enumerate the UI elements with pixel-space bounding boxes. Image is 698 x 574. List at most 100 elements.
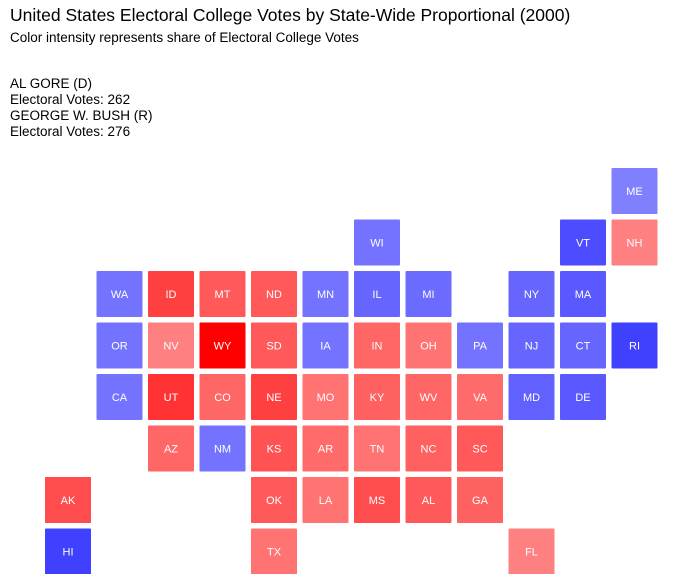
- legend-candidate-gore-name: AL GORE (D): [10, 76, 93, 91]
- state-tile-rect: [148, 374, 194, 420]
- state-tile-label: VA: [473, 392, 488, 404]
- legend-candidate-gore-votes: Electoral Votes: 262: [10, 92, 131, 107]
- state-tile-label: MD: [523, 392, 540, 404]
- state-tile-label: WI: [370, 238, 383, 250]
- state-tile-label: MO: [317, 392, 335, 404]
- state-tile-or: OR: [96, 322, 143, 369]
- state-tile-label: OH: [420, 341, 437, 353]
- state-tile-label: FL: [525, 547, 538, 559]
- state-tile-label: GA: [472, 495, 489, 507]
- state-tile-label: WY: [214, 341, 232, 353]
- state-tile-sc: SC: [457, 425, 503, 472]
- state-tile-tx: TX: [251, 528, 297, 574]
- state-tile-label: ND: [266, 289, 282, 301]
- state-tile-label: NH: [627, 238, 643, 250]
- state-tile-rect: [45, 528, 91, 574]
- state-tile-mt: MT: [199, 271, 246, 317]
- state-tile-rect: [302, 322, 349, 369]
- state-tile-rect: [405, 477, 452, 523]
- state-tile-label: KY: [370, 392, 385, 404]
- state-tile-nv: NV: [148, 322, 194, 369]
- state-tile-label: CT: [576, 341, 591, 353]
- state-tile-label: MT: [215, 289, 231, 301]
- state-tile-me: ME: [611, 168, 658, 214]
- state-tile-wi: WI: [354, 219, 400, 266]
- state-tile-rect: [457, 374, 503, 420]
- state-tile-rect: [354, 374, 400, 420]
- state-tile-ms: MS: [354, 477, 400, 523]
- legend-candidate-bush-name: GEORGE W. BUSH (R): [10, 108, 153, 123]
- state-tile-rect: [302, 425, 349, 472]
- state-tile-label: NM: [214, 444, 231, 456]
- state-tile-rect: [457, 322, 503, 369]
- state-tile-ia: IA: [302, 322, 349, 369]
- state-tile-mo: MO: [302, 374, 349, 420]
- state-tile-nh: NH: [611, 219, 658, 266]
- state-tile-label: NY: [524, 289, 540, 301]
- state-tile-rect: [457, 477, 503, 523]
- state-tile-label: RI: [629, 341, 640, 353]
- state-tile-rect: [251, 271, 297, 317]
- state-tile-label: SD: [266, 341, 281, 353]
- state-tile-rect: [405, 425, 452, 472]
- state-tile-rect: [405, 374, 452, 420]
- state-tile-label: HI: [63, 547, 74, 559]
- state-tile-mi: MI: [405, 271, 452, 317]
- state-tile-oh: OH: [405, 322, 452, 369]
- state-tile-ri: RI: [611, 322, 658, 369]
- state-tile-rect: [611, 322, 658, 369]
- state-tile-label: SC: [472, 444, 487, 456]
- state-tile-rect: [199, 322, 246, 369]
- state-tile-rect: [199, 425, 246, 472]
- state-tile-nd: ND: [251, 271, 297, 317]
- state-tile-rect: [560, 219, 606, 266]
- state-tile-de: DE: [560, 374, 606, 420]
- legend-candidate-bush-votes: Electoral Votes: 276: [10, 124, 131, 139]
- state-tile-rect: [354, 425, 400, 472]
- state-tile-ny: NY: [508, 271, 555, 317]
- state-tile-fl: FL: [508, 528, 555, 574]
- state-tile-rect: [354, 477, 400, 523]
- state-tile-il: IL: [354, 271, 400, 317]
- state-tile-rect: [508, 322, 555, 369]
- state-tile-rect: [45, 477, 91, 523]
- state-tile-nc: NC: [405, 425, 452, 472]
- state-tile-hi: HI: [45, 528, 91, 574]
- state-tile-rect: [148, 425, 194, 472]
- state-tile-co: CO: [199, 374, 246, 420]
- state-tile-rect: [251, 477, 297, 523]
- state-tile-ca: CA: [96, 374, 143, 420]
- state-tile-rect: [611, 219, 658, 266]
- state-tile-rect: [96, 322, 143, 369]
- state-tile-label: VT: [576, 238, 590, 250]
- state-tile-mn: MN: [302, 271, 349, 317]
- state-tile-label: UT: [164, 392, 179, 404]
- state-tile-ak: AK: [45, 477, 91, 523]
- state-tile-ne: NE: [251, 374, 297, 420]
- state-tile-ma: MA: [560, 271, 606, 317]
- state-tile-label: WV: [420, 392, 438, 404]
- state-tile-rect: [199, 271, 246, 317]
- state-tile-rect: [251, 528, 297, 574]
- state-tile-rect: [508, 528, 555, 574]
- state-tile-rect: [405, 322, 452, 369]
- state-tile-rect: [302, 271, 349, 317]
- state-tile-label: CO: [214, 392, 231, 404]
- state-tile-ks: KS: [251, 425, 297, 472]
- state-tile-rect: [251, 374, 297, 420]
- state-tile-rect: [251, 425, 297, 472]
- state-tile-rect: [405, 271, 452, 317]
- state-tile-label: ME: [626, 186, 643, 198]
- state-tile-rect: [199, 374, 246, 420]
- state-tile-ut: UT: [148, 374, 194, 420]
- state-tile-label: PA: [473, 341, 488, 353]
- state-tile-rect: [457, 425, 503, 472]
- state-tile-rect: [148, 271, 194, 317]
- state-tile-label: AR: [318, 444, 333, 456]
- state-tile-md: MD: [508, 374, 555, 420]
- state-tile-label: TN: [370, 444, 385, 456]
- state-tile-wy: WY: [199, 322, 246, 369]
- state-tile-label: NC: [421, 444, 437, 456]
- state-tile-rect: [96, 374, 143, 420]
- state-tile-ky: KY: [354, 374, 400, 420]
